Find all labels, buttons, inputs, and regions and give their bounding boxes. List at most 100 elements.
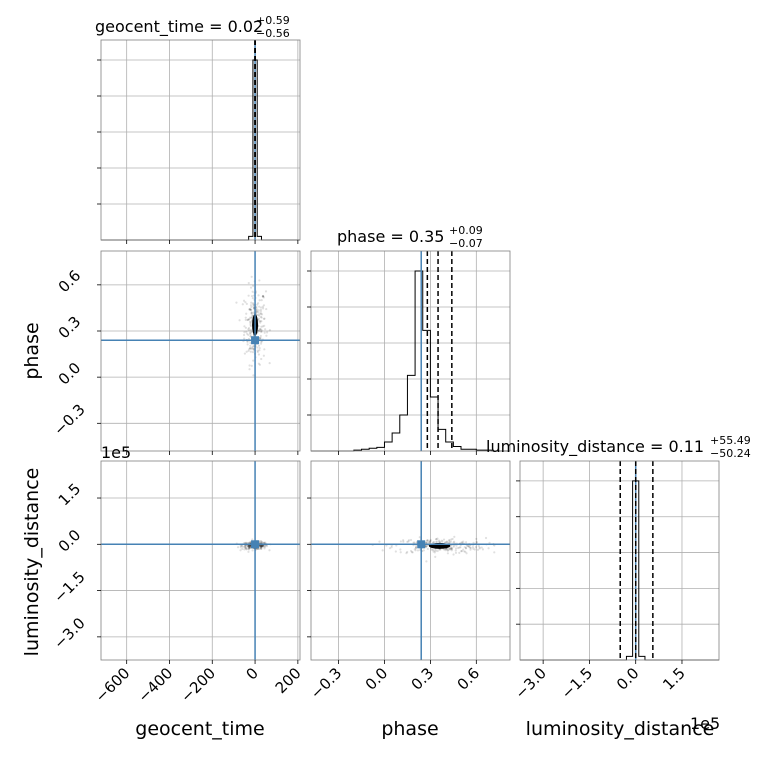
sample-point <box>439 540 442 544</box>
title-geocent-time-plus: +0.59 <box>256 14 290 27</box>
sample-point <box>247 333 250 337</box>
sample-point <box>255 305 258 309</box>
sample-point <box>436 540 439 543</box>
sample-point <box>437 539 441 542</box>
sample-point <box>448 539 451 542</box>
sample-point <box>258 541 262 545</box>
sample-point <box>249 344 252 347</box>
sample-point <box>414 546 418 549</box>
sample-point <box>412 541 415 544</box>
sample-point <box>259 546 262 549</box>
y-tick-label: 0.3 <box>55 313 85 343</box>
sample-point <box>449 548 452 551</box>
sample-point <box>249 304 253 307</box>
sample-point <box>441 540 444 543</box>
truth-marker <box>251 336 260 345</box>
sample-point <box>248 318 251 321</box>
sample-point <box>262 294 265 298</box>
sample-point <box>430 548 433 552</box>
sample-point <box>488 541 491 544</box>
sample-point <box>475 537 478 541</box>
sample-point <box>447 549 450 552</box>
sample-point <box>261 540 264 544</box>
sample-point <box>247 349 250 352</box>
sample-point <box>255 308 258 311</box>
sample-point <box>240 544 244 547</box>
histogram-step <box>311 270 510 452</box>
sample-point <box>246 318 249 322</box>
sample-point <box>245 541 248 544</box>
sample-point <box>242 299 246 302</box>
sample-point <box>259 342 263 345</box>
sample-point <box>435 538 438 541</box>
title-geocent-time: geocent_time = 0.02 <box>95 17 263 37</box>
sample-point <box>259 312 262 315</box>
offset-label-y-distance: 1e5 <box>101 443 131 462</box>
sample-point <box>263 545 267 549</box>
panel-frame <box>100 39 301 241</box>
sample-point <box>259 315 263 318</box>
sample-point <box>453 540 456 543</box>
sample-point <box>475 541 478 544</box>
panel-frame <box>310 250 511 452</box>
sample-point <box>260 313 264 316</box>
sample-point <box>249 308 253 311</box>
sample-point <box>399 551 402 554</box>
sample-point <box>422 549 425 552</box>
sample-point <box>248 308 252 311</box>
sample-point <box>472 541 475 544</box>
sample-point <box>258 305 261 308</box>
sample-point <box>258 329 261 332</box>
x-tick-label: 0.6 <box>454 664 484 694</box>
sample-point <box>428 540 431 543</box>
sample-point <box>244 316 247 319</box>
sample-point <box>248 331 251 335</box>
sample-point <box>256 350 259 354</box>
sample-point <box>458 551 461 554</box>
sample-point <box>262 545 265 548</box>
sample-point <box>248 541 251 545</box>
sample-point <box>406 540 409 543</box>
sample-point <box>378 540 381 543</box>
sample-point <box>447 547 450 550</box>
sample-point <box>257 317 260 320</box>
sample-point <box>261 295 265 298</box>
sample-point <box>249 546 252 549</box>
sample-point <box>243 325 246 328</box>
sample-point <box>262 354 265 357</box>
panel-geocent-time-hist: geocent_time = 0.02 +0.59 −0.56 <box>95 14 301 244</box>
sample-point <box>407 540 410 543</box>
sample-point <box>249 347 252 350</box>
sample-point <box>247 544 250 547</box>
sample-point <box>438 548 441 551</box>
sample-point <box>438 540 441 543</box>
sample-point <box>471 546 474 549</box>
sample-point <box>259 312 263 315</box>
x-tick-label: −3.0 <box>511 664 549 702</box>
sample-point <box>245 350 248 353</box>
sample-point <box>418 536 421 539</box>
sample-point <box>257 353 261 356</box>
sample-point <box>436 537 439 540</box>
sample-point <box>263 324 266 327</box>
sample-point <box>261 305 264 308</box>
sample-point <box>405 552 408 555</box>
sample-point <box>446 541 449 544</box>
sample-point <box>414 547 418 550</box>
sample-point <box>246 318 249 321</box>
sample-point <box>244 301 247 304</box>
sample-point <box>264 541 267 544</box>
sample-point <box>414 549 417 552</box>
sample-point <box>258 299 261 302</box>
sample-point <box>410 551 414 554</box>
y-tick-label: 1.5 <box>55 480 85 510</box>
sample-point <box>250 311 253 314</box>
panel-phase-vs-geocent-time <box>97 250 301 455</box>
sample-point <box>262 544 265 548</box>
sample-point <box>250 315 254 319</box>
sample-point <box>444 549 447 552</box>
sample-point <box>425 541 428 545</box>
sample-point <box>260 544 264 548</box>
sample-point <box>260 320 263 323</box>
sample-point <box>426 538 429 542</box>
